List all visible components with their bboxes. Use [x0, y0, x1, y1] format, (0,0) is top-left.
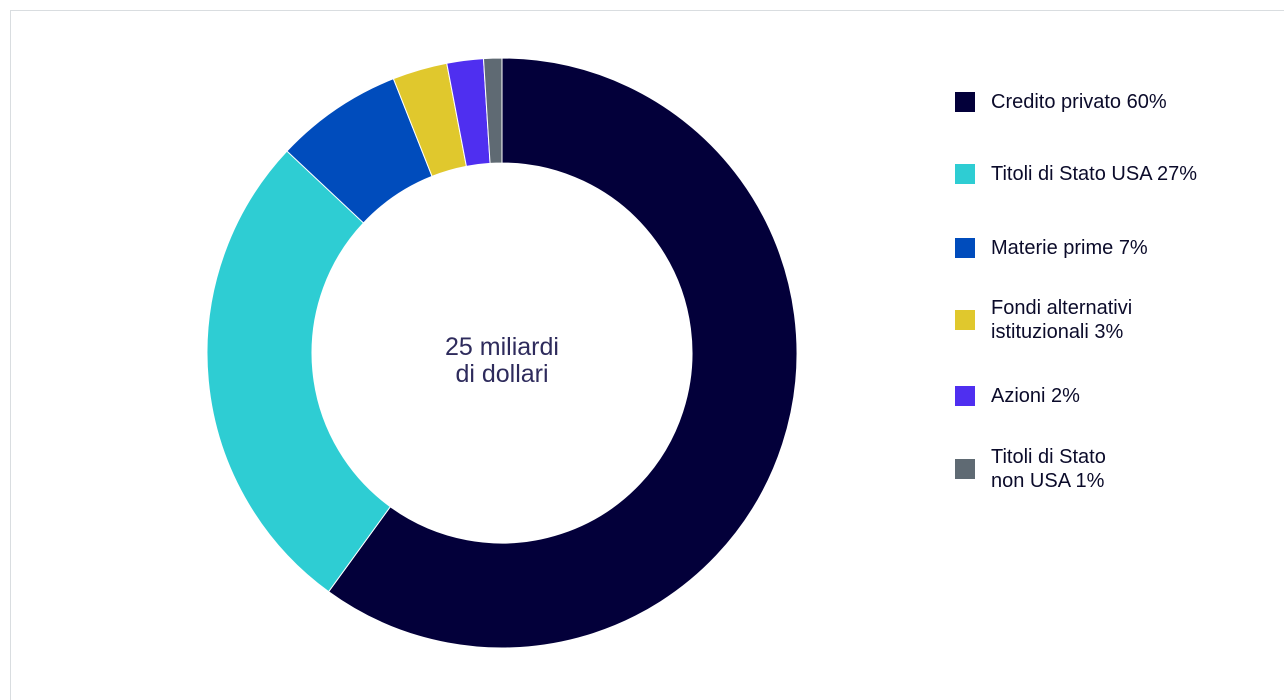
- donut-chart: [206, 57, 798, 649]
- center-label-line-1: 25 miliardi: [445, 333, 559, 361]
- donut-center-label: 25 miliardi di dollari: [352, 334, 652, 388]
- legend-label: Titoli di Stato USA 27%: [991, 163, 1198, 185]
- legend-item-materie-prime: Materie prime 7%: [955, 236, 1148, 260]
- legend-item-fondi-alternativi: Fondi alternativi istituzionali 3%: [955, 296, 1132, 344]
- legend-swatch: [955, 386, 975, 406]
- legend-label: Fondi alternativi istituzionali 3%: [991, 297, 1133, 343]
- legend-item-credito-privato: Credito privato 60%: [955, 90, 1167, 114]
- donut-slice-titoli-di-stato-non-usa: [482, 57, 503, 164]
- legend-item-azioni: Azioni 2%: [955, 384, 1080, 408]
- legend-label: Azioni 2%: [991, 385, 1080, 407]
- legend-label: Titoli di Stato non USA 1%: [991, 446, 1106, 492]
- donut-slices: [206, 57, 798, 649]
- legend-label: Materie prime 7%: [991, 237, 1148, 259]
- chart-frame: [10, 10, 1284, 700]
- center-label-line-2: di dollari: [455, 360, 549, 388]
- legend-item-titoli-stato-usa: Titoli di Stato USA 27%: [955, 162, 1197, 186]
- legend-label: Credito privato 60%: [991, 91, 1167, 113]
- donut-slice-titoli-di-stato-usa: [206, 150, 392, 593]
- legend-swatch: [955, 92, 975, 112]
- donut-slice-credito-privato: [327, 57, 798, 649]
- legend-item-titoli-stato-non-usa: Titoli di Stato non USA 1%: [955, 445, 1106, 493]
- legend-swatch: [955, 459, 975, 479]
- legend-swatch: [955, 238, 975, 258]
- legend-swatch: [955, 164, 975, 184]
- legend-swatch: [955, 310, 975, 330]
